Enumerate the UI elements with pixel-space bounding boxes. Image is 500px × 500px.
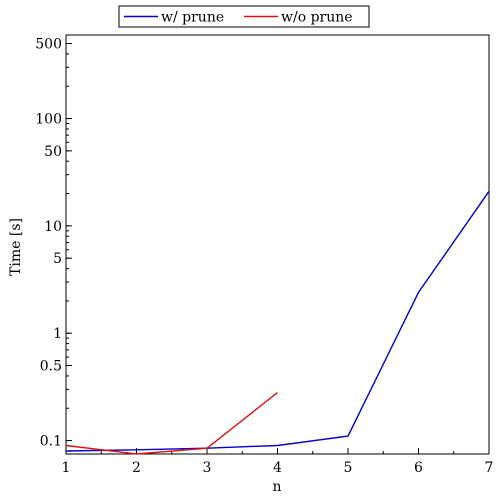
y-tick-label: 100 <box>35 112 62 128</box>
y-axis-title: Time [s] <box>8 218 24 276</box>
y-tick-label: 1 <box>53 326 62 342</box>
y-tick-label: 50 <box>44 144 62 160</box>
legend-label: w/o prune <box>281 10 353 26</box>
y-tick-label: 0.1 <box>40 434 62 450</box>
legend-label: w/ prune <box>161 10 224 26</box>
x-tick-label: 7 <box>485 460 494 476</box>
x-tick-label: 1 <box>62 460 71 476</box>
x-tick-label: 2 <box>132 460 141 476</box>
x-axis-title: n <box>272 479 281 495</box>
y-tick-label: 5 <box>53 251 62 267</box>
x-tick-label: 3 <box>203 460 212 476</box>
series-line-with-prune <box>65 190 490 452</box>
series-line-without-prune <box>65 392 278 455</box>
plot-frame <box>65 34 490 455</box>
x-tick-label: 4 <box>273 460 282 476</box>
plot-layer: 1 2 3 4 5 6 7 0.1 0.5 1 5 10 50 100 500 <box>35 34 494 476</box>
legend: w/ prune w/o prune <box>118 5 370 28</box>
x-tick-label: 6 <box>414 460 423 476</box>
y-tick-label: 0.5 <box>40 359 62 375</box>
x-tick-label: 5 <box>344 460 353 476</box>
y-tick-label: 500 <box>35 37 62 53</box>
y-tick-label: 10 <box>44 219 62 235</box>
